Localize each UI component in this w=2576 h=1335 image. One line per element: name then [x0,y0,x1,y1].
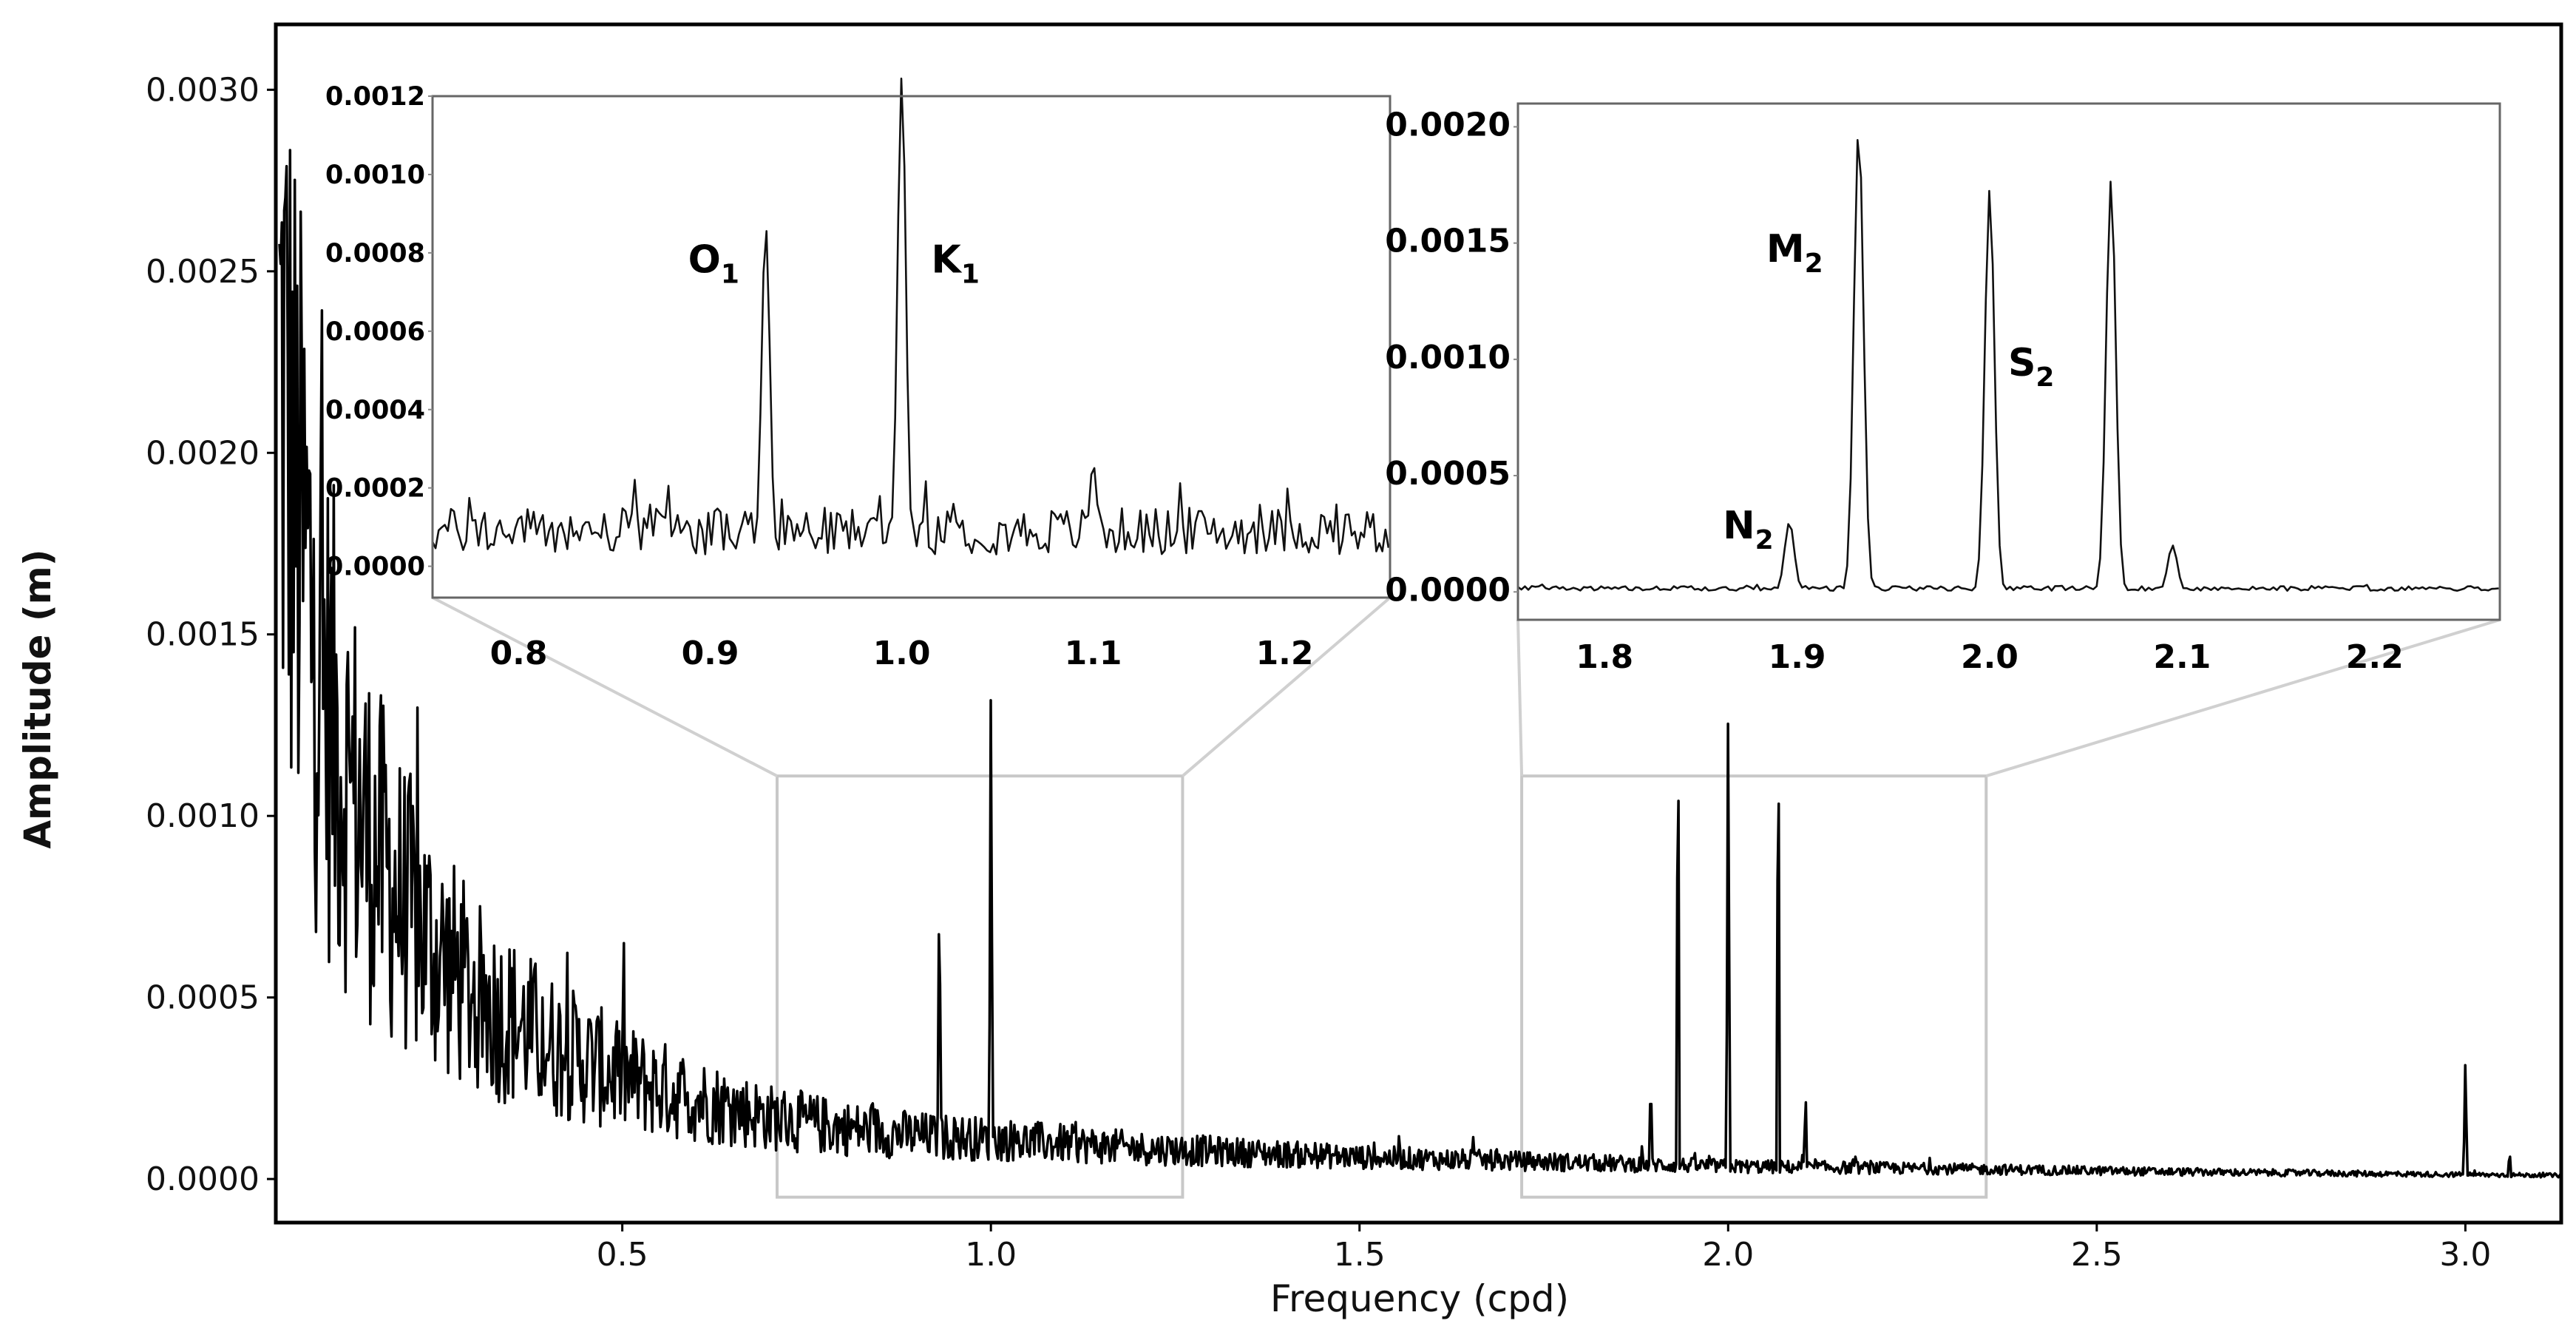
inset-diurnal-x-tick-label: 0.8 [490,635,548,672]
inset-semidiurnal: 0.0000 0.0005 0.0010 0.0015 0.0020 1.8 1.9 2.0… [1385,102,2501,676]
main-series-line [278,149,2562,1179]
zoom-connectors [432,596,2501,1199]
zoom-connector-line [1516,619,1524,777]
main-y-tick-label: 0.0010 [146,797,260,835]
inset-semidiurnal-x-tick-label: 2.0 [1961,638,2019,676]
inset-diurnal-x-tick-label: 1.0 [873,635,931,672]
main-plot: 0.0000 0.0005 0.0010 0.0015 0.0020 0.0025 0.00… [146,22,2563,1274]
inset-semidiurnal-x-tick-label: 2.1 [2153,638,2211,676]
inset-diurnal-frame [431,95,1392,599]
y-axis-label: Amplitude (m) [16,549,59,848]
main-x-tick-label: 2.0 [1702,1236,1754,1274]
inset-semidiurnal-x-axis: 1.8 1.9 2.0 2.1 2.2 [1576,638,2404,676]
zoom-connector-line [432,596,778,777]
inset-semidiurnal-y-tick-label: 0.0020 [1385,106,1511,143]
main-y-tick-label: 0.0000 [146,1160,260,1198]
inset-diurnal-x-tick-label: 0.9 [682,635,739,672]
main-y-tick-label: 0.0025 [146,253,260,291]
main-x-tick-label: 1.0 [965,1236,1017,1274]
main-x-tick-label: 2.5 [2071,1236,2123,1274]
main-y-tick-label: 0.0020 [146,434,260,472]
inset-semidiurnal-frame [1516,102,2501,621]
inset-semidiurnal-peak-label: M2 [1766,227,1823,279]
main-y-axis: 0.0000 0.0005 0.0010 0.0015 0.0020 0.0025 0.00… [146,71,276,1198]
main-x-tick-label: 3.0 [2439,1236,2491,1274]
inset-semidiurnal-x-tick-label: 2.2 [2346,638,2404,676]
inset-diurnal-x-axis: 0.8 0.9 1.0 1.1 1.2 [490,635,1314,672]
inset-semidiurnal-peak-label: S2 [2008,341,2055,393]
zoom-connector-line [1182,596,1392,777]
inset-semidiurnal-series-line [1517,139,2499,592]
zoom-region-box [776,774,1184,1199]
inset-diurnal-series-line [431,77,1390,555]
inset-diurnal-y-tick-label: 0.0008 [325,239,425,268]
inset-diurnal: 0.0000 0.0002 0.0004 0.0006 0.0008 0.0010 0.00… [325,77,1392,672]
inset-semidiurnal-y-tick-label: 0.0000 [1385,571,1511,609]
inset-diurnal-background [433,96,1390,598]
x-axis-label: Frequency (cpd) [1270,1277,1569,1320]
inset-diurnal-y-tick-label: 0.0004 [325,396,425,425]
main-x-axis: 0.5 1.0 1.5 2.0 2.5 3.0 [597,1223,2491,1274]
inset-semidiurnal-y-axis: 0.0000 0.0005 0.0010 0.0015 0.0020 [1385,106,1518,609]
main-plot-frame [274,22,2563,1225]
inset-diurnal-x-tick-label: 1.1 [1065,635,1122,672]
main-y-tick-label: 0.0030 [146,71,260,109]
zoom-region-box [1520,774,1988,1199]
inset-semidiurnal-y-tick-label: 0.0010 [1385,339,1511,376]
inset-diurnal-y-tick-label: 0.0010 [325,160,425,190]
main-x-tick-label: 0.5 [597,1236,648,1274]
zoom-connector-line [1985,618,2501,778]
inset-semidiurnal-x-tick-label: 1.8 [1576,638,1633,676]
inset-semidiurnal-background [1518,104,2500,620]
inset-diurnal-y-tick-label: 0.0000 [325,552,425,582]
main-y-tick-label: 0.0015 [146,616,260,654]
main-y-tick-label: 0.0005 [146,979,260,1017]
inset-diurnal-y-tick-label: 0.0006 [325,317,425,347]
main-x-tick-label: 1.5 [1334,1236,1386,1274]
inset-diurnal-x-tick-label: 1.2 [1256,635,1314,672]
inset-semidiurnal-y-tick-label: 0.0005 [1385,455,1511,493]
inset-diurnal-y-tick-label: 0.0002 [325,474,425,504]
inset-diurnal-y-tick-label: 0.0012 [325,82,425,112]
inset-semidiurnal-x-tick-label: 1.9 [1769,638,1826,676]
inset-semidiurnal-y-tick-label: 0.0015 [1385,223,1511,260]
inset-diurnal-y-axis: 0.0000 0.0002 0.0004 0.0006 0.0008 0.0010 0.00… [325,82,433,582]
